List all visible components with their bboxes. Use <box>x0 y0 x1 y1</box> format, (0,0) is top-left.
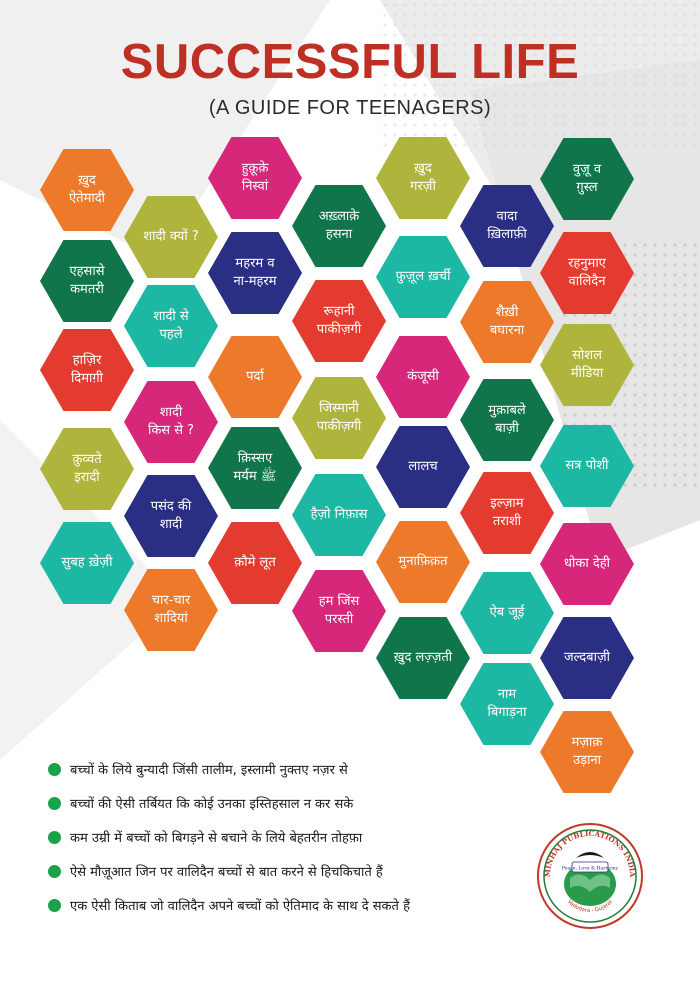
topic-hexagon: वुज़ू व ग़ुस्ल <box>540 138 634 220</box>
topic-label: शादी किस से ? <box>147 405 195 438</box>
topic-hexagon: शादी क्यों ? <box>124 196 218 278</box>
topic-label: ख़ुद लज़्ज़ती <box>393 650 453 666</box>
topic-hexagon: ऐब जूई <box>460 572 554 654</box>
topic-label: वुज़ू व ग़ुस्ल <box>572 162 602 195</box>
topic-label: फ़ुज़ूल ख़र्ची <box>395 269 451 285</box>
feature-text: कम उम्री में बच्चों को बिगड़ने से बचाने … <box>70 831 363 846</box>
topic-label: शैख़ी बघारना <box>489 305 525 338</box>
feature-text: एक ऐसी किताब जो वालिदैन अपने बच्चों को ऐ… <box>70 899 410 914</box>
feature-item: कम उम्री में बच्चों को बिगड़ने से बचाने … <box>48 820 518 854</box>
topic-hexagon: चार-चार शादियां <box>124 569 218 651</box>
topic-label: रूहानी पाकीज़गी <box>316 304 362 337</box>
topic-label: रहनुमाए वालिदैन <box>568 256 606 289</box>
topic-label: मुनाफ़िक़त <box>398 554 448 570</box>
bullet-dot-icon <box>48 762 61 776</box>
topic-label: पसंद की शादी <box>150 499 192 532</box>
topic-label: ख़ुद गरज़ी <box>410 161 436 194</box>
topic-label: क़ुव्वते इरादी <box>72 452 102 485</box>
topic-label: पर्दा <box>246 369 264 385</box>
topic-label: चार-चार शादियां <box>151 593 191 626</box>
feature-text: बच्चों के लिये बुन्यादी जिंसी तालीम, इस्… <box>70 763 348 778</box>
page-subtitle: (A GUIDE FOR TEENAGERS) <box>208 97 492 119</box>
topic-label: क़ौमे लूत <box>234 555 276 571</box>
topic-label: अख़्लाक़े हसना <box>318 209 360 242</box>
feature-text: ऐसे मौज़ूआत जिन पर वालिदैन बच्चों से बात… <box>70 865 383 880</box>
bullet-dot-icon <box>48 898 61 912</box>
topic-hexagon: मुनाफ़िक़त <box>376 521 470 603</box>
bullet-dot-icon <box>48 864 61 878</box>
topic-hexagon: मज़ाक़ उड़ाना <box>540 711 634 793</box>
bullet-dot-icon <box>48 830 61 844</box>
topic-hexagon: सोशल मीडिया <box>540 324 634 406</box>
topic-label: सत्र पोशी <box>565 458 609 474</box>
topic-label: धोका देही <box>563 556 611 572</box>
topic-label: हैज़ो निफ़ास <box>310 507 368 523</box>
topic-hexagon: धोका देही <box>540 523 634 605</box>
logo-banner-text: Peace, Love & Harmony <box>562 866 619 872</box>
feature-text: बच्चों की ऐसी तर्बियत कि कोई उनका इस्तिह… <box>70 797 354 812</box>
topic-hexagon: सत्र पोशी <box>540 425 634 507</box>
topic-label: इल्ज़ाम तराशी <box>490 496 524 529</box>
topic-label: हाज़िर दिमाग़ी <box>70 353 104 386</box>
topic-hexagon: ख़ुद ऐतेमादी <box>40 149 134 231</box>
topic-label: जिस्मानी पाकीज़गी <box>316 401 362 434</box>
topic-label: मुक़ाबले बाज़ी <box>488 403 526 436</box>
topic-hexagon: पसंद की शादी <box>124 475 218 557</box>
topic-label: ऐब जूई <box>489 605 525 621</box>
feature-item: बच्चों की ऐसी तर्बियत कि कोई उनका इस्तिह… <box>48 786 518 820</box>
topic-label: हम जिंस परस्ती <box>318 594 360 627</box>
topic-label: लालच <box>408 459 438 475</box>
topic-hexagon: शादी किस से ? <box>124 381 218 463</box>
topic-label: नाम बिगाड़ना <box>487 687 527 720</box>
feature-item: ऐसे मौज़ूआत जिन पर वालिदैन बच्चों से बात… <box>48 854 518 888</box>
bullet-dot-icon <box>48 796 61 810</box>
topic-label: कंजूसी <box>407 369 439 385</box>
topic-hexagon: रहनुमाए वालिदैन <box>540 232 634 314</box>
topic-label: मज़ाक़ उड़ाना <box>571 735 603 768</box>
topic-hexagon: नाम बिगाड़ना <box>460 663 554 745</box>
topic-hexagon: क़ौमे लूत <box>208 522 302 604</box>
topic-hexagon: जल्दबाज़ी <box>540 617 634 699</box>
publisher-logo: MINHAJ PUBLICATIONS INDIA Peace, Love & … <box>537 823 643 929</box>
topic-hexagon: ख़ुद लज़्ज़ती <box>376 617 470 699</box>
topic-label: वादा ख़िलाफ़ी <box>487 209 527 242</box>
topic-hexagon: सुबह ख़ेज़ी <box>40 522 134 604</box>
topic-label: सोशल मीडिया <box>570 348 604 381</box>
topic-hexagon: शादी से पहले <box>124 285 218 367</box>
topic-label: शादी से पहले <box>153 309 189 342</box>
topic-hexagon: हम जिंस परस्ती <box>292 570 386 652</box>
topic-label: जल्दबाज़ी <box>564 650 610 666</box>
topic-label: महरम व ना-महरम <box>233 256 277 289</box>
page-title: SUCCESSFUL LIFE <box>120 35 580 89</box>
topic-label: हुक़ूक़े निस्वां <box>241 161 269 194</box>
feature-item: एक ऐसी किताब जो वालिदैन अपने बच्चों को ऐ… <box>48 888 518 922</box>
topic-label: सुबह ख़ेज़ी <box>61 555 113 571</box>
topic-label: एहसासे कमतरी <box>69 264 105 297</box>
topic-label: शादी क्यों ? <box>143 229 199 245</box>
feature-list: बच्चों के लिये बुन्यादी जिंसी तालीम, इस्… <box>48 752 518 922</box>
topic-label: ख़ुद ऐतेमादी <box>68 173 105 206</box>
topic-label: क़िस्सए मर्यम ﷺ <box>233 451 277 484</box>
feature-item: बच्चों के लिये बुन्यादी जिंसी तालीम, इस्… <box>48 752 518 786</box>
